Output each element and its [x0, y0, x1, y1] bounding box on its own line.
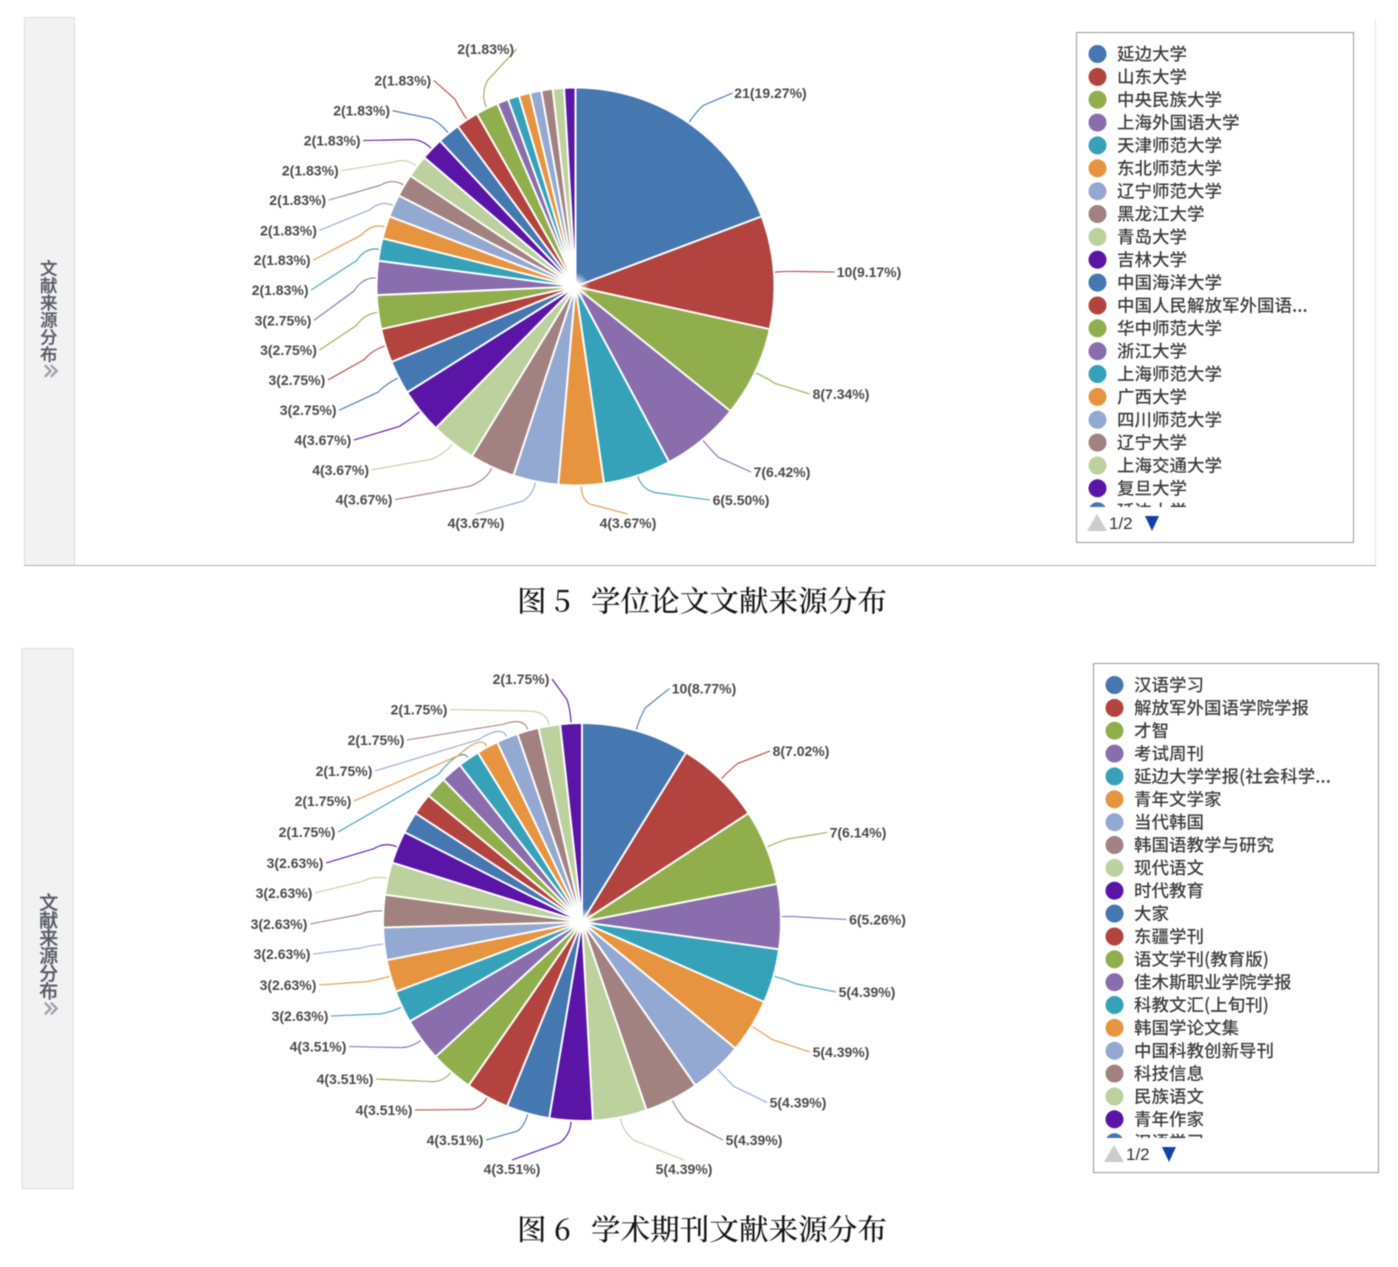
svg-text:4(3.67%): 4(3.67%) — [336, 492, 393, 508]
svg-text:7(6.42%): 7(6.42%) — [754, 464, 811, 480]
svg-text:5(4.39%): 5(4.39%) — [813, 1044, 870, 1060]
svg-text:2(1.75%): 2(1.75%) — [316, 763, 373, 779]
svg-text:1/2: 1/2 — [1109, 514, 1133, 533]
svg-text:2(1.83%): 2(1.83%) — [252, 282, 309, 298]
svg-text:2(1.83%): 2(1.83%) — [333, 103, 390, 119]
svg-text:10(9.17%): 10(9.17%) — [837, 264, 902, 280]
svg-text:7(6.14%): 7(6.14%) — [830, 825, 887, 841]
svg-text:4(3.67%): 4(3.67%) — [448, 515, 505, 531]
svg-text:3(2.63%): 3(2.63%) — [254, 946, 311, 962]
svg-text:5(4.39%): 5(4.39%) — [770, 1095, 827, 1111]
svg-text:2(1.75%): 2(1.75%) — [493, 671, 550, 687]
svg-text:4(3.51%): 4(3.51%) — [290, 1039, 347, 1055]
svg-text:2(1.83%): 2(1.83%) — [457, 41, 514, 57]
svg-text:3(2.63%): 3(2.63%) — [251, 916, 308, 932]
svg-text:4(3.51%): 4(3.51%) — [317, 1071, 374, 1087]
svg-text:5(4.39%): 5(4.39%) — [726, 1132, 783, 1148]
svg-text:4(3.67%): 4(3.67%) — [294, 432, 351, 448]
svg-text:3(2.75%): 3(2.75%) — [255, 312, 312, 328]
svg-text:2(1.75%): 2(1.75%) — [391, 702, 448, 718]
svg-text:4(3.51%): 4(3.51%) — [484, 1161, 541, 1177]
svg-text:3(2.75%): 3(2.75%) — [260, 342, 317, 358]
svg-text:2(1.75%): 2(1.75%) — [348, 732, 405, 748]
svg-text:2(1.75%): 2(1.75%) — [295, 793, 352, 809]
svg-text:21(19.27%): 21(19.27%) — [734, 85, 806, 101]
svg-text:5(4.39%): 5(4.39%) — [656, 1161, 713, 1177]
svg-text:4(3.51%): 4(3.51%) — [427, 1132, 484, 1148]
svg-text:8(7.34%): 8(7.34%) — [813, 386, 870, 402]
svg-text:3(2.75%): 3(2.75%) — [280, 402, 337, 418]
svg-text:4(3.51%): 4(3.51%) — [356, 1102, 413, 1118]
svg-text:2(1.83%): 2(1.83%) — [374, 72, 431, 88]
svg-text:3(2.63%): 3(2.63%) — [272, 1008, 329, 1024]
svg-text:8(7.02%): 8(7.02%) — [773, 743, 830, 759]
svg-text:6(5.50%): 6(5.50%) — [713, 492, 770, 508]
svg-text:4(3.67%): 4(3.67%) — [312, 462, 369, 478]
svg-text:2(1.83%): 2(1.83%) — [282, 163, 339, 179]
svg-text:6(5.26%): 6(5.26%) — [849, 912, 906, 928]
svg-text:2(1.83%): 2(1.83%) — [254, 252, 311, 268]
svg-text:3(2.63%): 3(2.63%) — [267, 855, 324, 871]
svg-text:2(1.75%): 2(1.75%) — [279, 824, 336, 840]
svg-text:2(1.83%): 2(1.83%) — [304, 133, 361, 149]
svg-text:5(4.39%): 5(4.39%) — [839, 984, 896, 1000]
svg-text:3(2.75%): 3(2.75%) — [268, 372, 325, 388]
svg-text:3(2.63%): 3(2.63%) — [256, 885, 313, 901]
svg-text:3(2.63%): 3(2.63%) — [260, 977, 317, 993]
svg-text:2(1.83%): 2(1.83%) — [269, 192, 326, 208]
svg-text:1/2: 1/2 — [1126, 1145, 1150, 1164]
svg-text:2(1.83%): 2(1.83%) — [260, 222, 317, 238]
svg-text:4(3.67%): 4(3.67%) — [600, 515, 657, 531]
svg-text:10(8.77%): 10(8.77%) — [672, 681, 737, 697]
